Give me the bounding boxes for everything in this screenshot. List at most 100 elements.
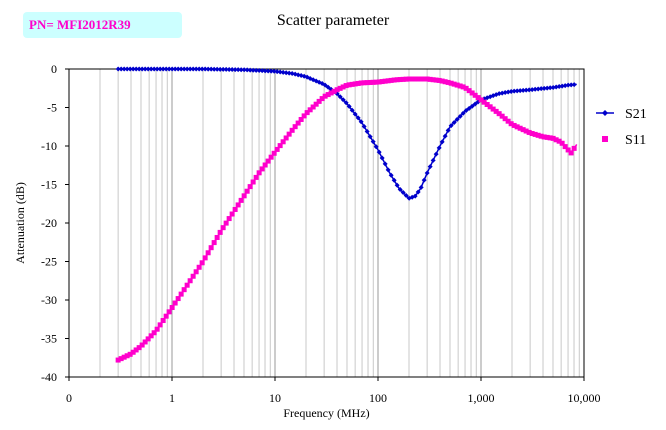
series-s11-point <box>553 137 559 143</box>
series-s11-point <box>490 106 496 112</box>
series-s21-point <box>382 161 388 167</box>
series-s21-point <box>373 144 379 150</box>
x-tick-label: 1,000 <box>468 391 495 405</box>
series-s11-point <box>349 81 355 87</box>
series-s11-point <box>268 154 274 160</box>
series-s11-point <box>355 80 361 86</box>
series-s11-point <box>565 147 571 153</box>
series-s11-point <box>460 84 466 90</box>
series-s21-point <box>445 127 451 133</box>
series-s21-point <box>562 83 568 89</box>
series-s21-point <box>145 66 151 72</box>
series-s11-point <box>361 80 367 86</box>
legend-s11-marker <box>602 136 608 142</box>
series-s11-point <box>157 322 163 328</box>
series-s21-point <box>187 66 193 72</box>
series-s21-point <box>130 66 136 72</box>
series-s11-point <box>424 76 430 82</box>
series-s21-point <box>349 107 355 113</box>
series-s21-point <box>517 88 523 94</box>
series-s11-point <box>205 250 211 256</box>
series-s11-point <box>154 326 160 332</box>
series-s21-point <box>262 68 268 74</box>
series-s21-point <box>175 66 181 72</box>
series-s21-point <box>229 67 235 73</box>
series-s21-point <box>250 67 256 73</box>
series-s21-point <box>556 84 562 90</box>
series-s11-point <box>544 134 550 140</box>
series <box>115 66 578 363</box>
series-s21-point <box>547 85 553 91</box>
plot-frame <box>68 68 585 378</box>
series-s11-point <box>376 79 382 85</box>
series-s11-point <box>133 347 139 353</box>
series-s11-point <box>136 345 142 351</box>
series-s11-point <box>388 77 394 83</box>
series-s11-point <box>418 76 424 82</box>
series-s11-point <box>340 84 346 90</box>
series-s11-point <box>406 76 412 82</box>
series-s11-point <box>214 234 220 240</box>
series-s11-point <box>367 79 373 85</box>
series-s11-point <box>427 76 433 82</box>
series-s21-point <box>223 66 229 72</box>
series-s11-point <box>121 354 127 360</box>
series-s21-point <box>403 192 409 198</box>
series-s11-point <box>364 80 370 86</box>
series-s21-point <box>418 184 424 190</box>
series-s11-point <box>478 97 484 103</box>
series-s21-point <box>214 66 220 72</box>
series-s21-point <box>184 66 190 72</box>
series-s11-point <box>259 166 265 172</box>
y-axis-label: Attenuation (dB) <box>13 182 27 264</box>
series-s21-point <box>427 164 433 170</box>
series-s11-point <box>172 300 178 306</box>
series-s21-point <box>451 120 457 126</box>
series-s21-point <box>379 155 385 161</box>
series-s21-point <box>148 66 154 72</box>
series-s11-point <box>454 82 460 88</box>
series-s11-point <box>118 356 124 362</box>
series-s11-point <box>295 120 301 126</box>
series-s21-point <box>463 108 469 114</box>
series-s21-point <box>421 177 427 183</box>
series-s21-point <box>217 66 223 72</box>
series-s11-point <box>142 339 148 345</box>
series-s11-point <box>292 124 298 130</box>
series-s11-point <box>463 85 469 91</box>
series-s11-point <box>532 131 538 137</box>
series-s11-point <box>166 309 172 315</box>
series-s21-point <box>142 66 148 72</box>
series-s11-point <box>571 145 577 151</box>
series-s11-point <box>475 95 481 101</box>
series-s11-point <box>115 357 121 363</box>
series-s11-point <box>145 336 151 342</box>
series-s21-point <box>559 83 565 89</box>
series-s21-point <box>283 70 289 76</box>
series-s21-point <box>199 66 205 72</box>
y-tick-label: -20 <box>41 216 57 230</box>
series-s11-point <box>358 80 364 86</box>
axes: 0 -5 -10 -15 -20 -25 -30 -35 -40 0 1 10 100 1,000 10,0… <box>41 62 601 405</box>
series-s21-point <box>376 149 382 155</box>
series-s11-point <box>304 110 310 116</box>
series-s21-point <box>202 66 208 72</box>
series-s21-point <box>322 82 328 88</box>
series-s11-point <box>265 158 271 164</box>
series-s11-point <box>124 353 130 359</box>
series-s11-point <box>526 129 532 135</box>
series-s11-point <box>307 107 313 113</box>
series-s21-point <box>265 68 271 74</box>
series-s11-point <box>208 245 214 251</box>
series-s11-point <box>451 81 457 87</box>
series-s21-point <box>205 66 211 72</box>
series-s21-point <box>439 139 445 145</box>
y-tick-label: -10 <box>41 139 57 153</box>
series-s21-point <box>532 86 538 92</box>
series-s11-point <box>277 143 283 149</box>
series-s11-point <box>238 197 244 203</box>
series-s21-point <box>355 115 361 121</box>
series-s21-point <box>460 110 466 116</box>
series-s21-point <box>274 69 280 75</box>
